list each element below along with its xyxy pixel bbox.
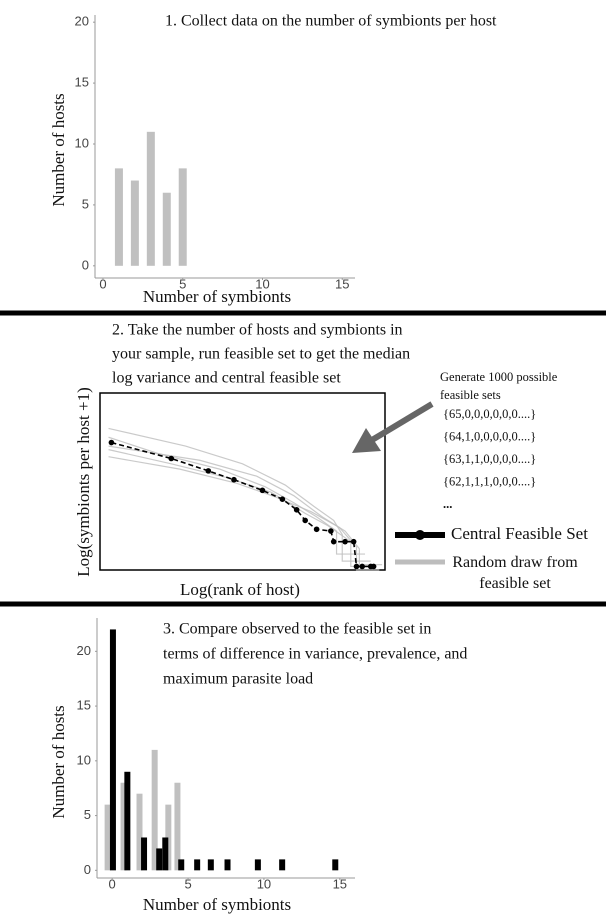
y-tick-label: 10	[75, 135, 89, 150]
bar	[254, 859, 261, 871]
feasible-set: {64,1,0,0,0,0,0....}	[443, 429, 536, 443]
y-tick-label: 5	[82, 196, 89, 211]
point	[279, 496, 286, 503]
x-tick-label: 5	[179, 276, 186, 291]
y-tick-label: 15	[77, 698, 91, 713]
feasible-set: {62,1,1,1,0,0,0....}	[443, 474, 536, 488]
y-tick-label: 20	[75, 14, 89, 29]
bar	[141, 837, 148, 871]
feasible-set: {63,1,1,0,0,0,0....}	[443, 452, 536, 466]
x-tick-label: 0	[99, 276, 106, 291]
y-tick-label: 15	[75, 75, 89, 90]
bar	[174, 782, 181, 871]
random-draw-line	[108, 427, 371, 562]
x-tick-label: 10	[257, 876, 271, 891]
point	[330, 538, 337, 545]
bar	[224, 859, 231, 871]
bar	[162, 192, 171, 266]
x-tick-label: 5	[184, 876, 191, 891]
x-tick-label: 15	[333, 876, 347, 891]
point	[313, 526, 320, 533]
bar	[165, 804, 172, 871]
point	[370, 563, 377, 570]
bar	[130, 180, 139, 266]
x-tick-label: 15	[335, 276, 349, 291]
central-line	[111, 441, 374, 568]
feasible-set: ...	[443, 497, 452, 511]
bar	[114, 168, 123, 266]
point	[259, 487, 266, 494]
point	[205, 468, 212, 474]
point	[293, 507, 300, 513]
bar	[136, 793, 143, 871]
bar	[207, 859, 214, 871]
point	[342, 538, 348, 545]
x-axis-label: Number of symbionts	[143, 895, 291, 914]
annotation: Generate 1000 possible	[440, 370, 558, 384]
bar	[178, 168, 187, 266]
x-axis-label: Log(rank of host)	[180, 580, 300, 599]
bar	[279, 859, 286, 871]
bar	[120, 782, 127, 871]
bar	[146, 131, 155, 266]
chart-title: maximum parasite load	[163, 671, 313, 688]
legend-label: Central Feasible Set	[451, 524, 588, 543]
bar	[151, 749, 158, 871]
plot-frame	[99, 392, 386, 571]
point	[353, 563, 360, 570]
bar	[162, 837, 169, 871]
chart-title: 1. Collect data on the number of symbion…	[165, 13, 497, 30]
point	[350, 538, 357, 545]
legend-label: Random draw from feasible set	[452, 554, 578, 592]
y-tick-label: 5	[84, 807, 91, 822]
arrow-head	[352, 428, 381, 453]
bar	[194, 859, 201, 871]
random-draw-line	[108, 449, 377, 568]
bar	[124, 771, 131, 871]
random-draw-line	[108, 436, 366, 555]
chart-title: your sample, run feasible set to get the…	[112, 346, 410, 363]
chart-title: log variance and central feasible set	[112, 370, 341, 387]
random-draw-line	[108, 456, 380, 571]
point	[168, 455, 175, 462]
bar	[104, 804, 111, 871]
y-tick-label: 0	[82, 257, 89, 272]
point	[359, 563, 366, 570]
x-tick-label: 10	[255, 276, 269, 291]
y-tick-label: 0	[84, 862, 91, 877]
bar	[178, 859, 185, 871]
annotation: feasible sets	[440, 388, 501, 402]
bar	[109, 629, 116, 871]
chart-title: terms of difference in variance, prevale…	[163, 646, 467, 663]
arrow	[370, 401, 434, 443]
chart-title: 2. Take the number of hosts and symbiont…	[112, 322, 403, 339]
point	[108, 439, 115, 446]
random-draw-line	[108, 445, 383, 566]
x-axis-label: Number of symbionts	[143, 287, 291, 306]
y-axis-label: Log(symbionts per host +1)	[74, 387, 93, 577]
bar	[156, 848, 163, 871]
bar	[332, 859, 339, 871]
point	[231, 476, 237, 483]
y-tick-label: 10	[77, 752, 91, 767]
y-tick-label: 20	[77, 643, 91, 658]
point	[328, 528, 334, 534]
y-axis-label: Number of hosts	[49, 93, 68, 206]
feasible-set: {65,0,0,0,0,0,0....}	[443, 407, 536, 421]
chart-title: 3. Compare observed to the feasible set …	[163, 621, 431, 638]
point	[302, 517, 309, 524]
x-tick-label: 0	[109, 876, 116, 891]
legend-swatch	[415, 530, 425, 540]
y-axis-label: Number of hosts	[49, 705, 68, 818]
